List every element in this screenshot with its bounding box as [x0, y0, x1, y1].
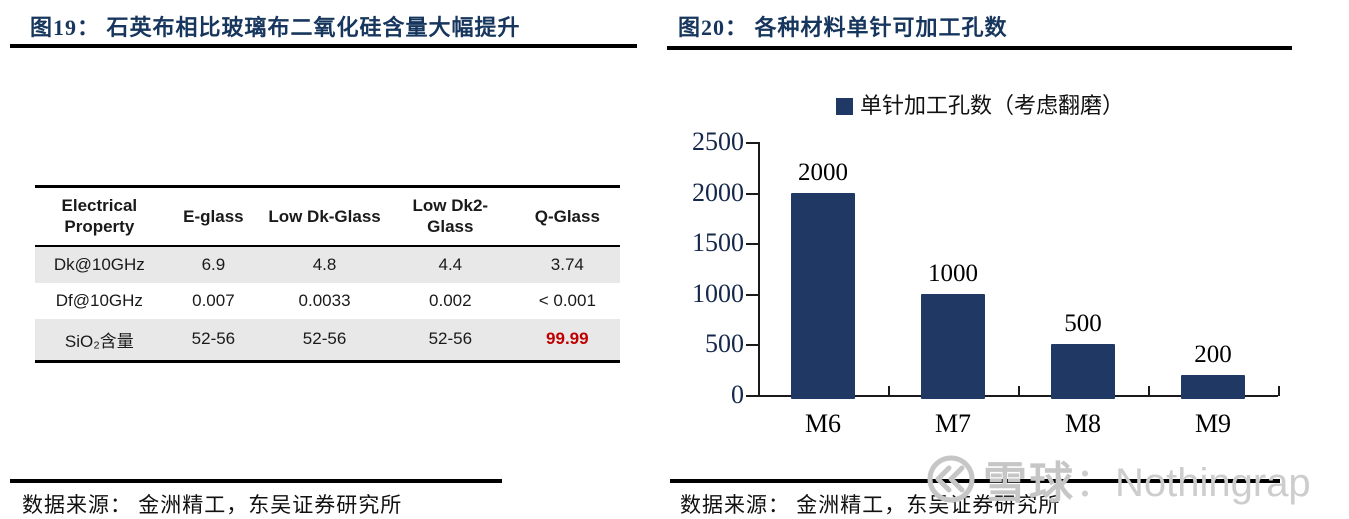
- cell-dk-qglass: 3.74: [550, 254, 584, 274]
- bar-value-label: 500: [1064, 310, 1102, 338]
- legend-label: 单针加工孔数（考虑翻磨）: [859, 93, 1124, 118]
- watermark-brand: 雪球: [983, 459, 1075, 508]
- bar-chart: 0 500 1000 1500 2000 2500 2000 M6 1000 M7 500 M8 200…: [670, 125, 1330, 455]
- figure20-source-rule: [670, 479, 1280, 483]
- bar-value-label: 200: [1194, 340, 1232, 368]
- bar-M6: [791, 192, 855, 399]
- y-tick-mark: [746, 395, 758, 397]
- y-tick-mark: [746, 293, 758, 296]
- x-axis-label: M7: [934, 409, 972, 438]
- table-row-df: Df@10GHz 0.007 0.0033 0.002 < 0.001: [35, 283, 620, 319]
- cell-df-lowdk: 0.0033: [298, 290, 351, 310]
- y-tick-label: 2000: [692, 177, 744, 207]
- figure19-title: 图19： 石英布相比玻璃布二氧化硅含量大幅提升: [30, 15, 521, 40]
- y-tick-label: 1500: [692, 228, 744, 258]
- figure20-title: 图20： 各种材料单针可加工孔数: [678, 15, 1008, 40]
- cell-df-label: Df@10GHz: [55, 290, 143, 310]
- cell-dk-label: Dk@10GHz: [53, 254, 145, 274]
- col-header-low-dk2-glass: Low Dk2-Glass: [385, 186, 515, 247]
- bar-M7: [921, 293, 985, 399]
- col-header-low-dk-glass: Low Dk-Glass: [263, 186, 386, 247]
- y-tick-label: 1000: [692, 278, 744, 308]
- y-tick-label: 500: [705, 329, 744, 359]
- watermark: 雪球 ：Nothingrap: [925, 450, 1311, 508]
- col-header-q-glass: Q-Glass: [514, 186, 620, 247]
- col-header-electrical-property: Electrical Property: [35, 186, 164, 247]
- y-tick-label: 0: [731, 380, 744, 409]
- cell-df-lowdk2: 0.002: [429, 290, 472, 310]
- bar-value-label: 1000: [928, 259, 978, 287]
- figure19-title-rule: [10, 44, 637, 48]
- y-tick-mark: [746, 344, 758, 347]
- xueqiu-logo-icon: [927, 455, 975, 503]
- table-header-row: Electrical Property E-glass Low Dk-Glass…: [35, 186, 620, 247]
- cell-df-eglass: 0.007: [192, 290, 235, 310]
- cell-sio2-lowdk2: 52-56: [428, 329, 473, 348]
- figure19-source: 数据来源： 金洲精工，东吴证券研究所: [22, 493, 403, 517]
- y-tick-mark: [746, 142, 758, 144]
- table-row-sio2: SiO₂含量 52-56 52-56 52-56 99.99: [35, 318, 620, 361]
- cell-sio2-lowdk: 52-56: [302, 329, 347, 348]
- y-tick-mark: [746, 192, 758, 195]
- chart-legend: 单针加工孔数（考虑翻磨）: [700, 88, 1260, 120]
- y-tick-mark: [746, 243, 758, 246]
- cell-dk-lowdk: 4.8: [312, 254, 337, 274]
- cell-dk-lowdk2: 4.4: [438, 254, 463, 274]
- y-tick-label: 2500: [692, 127, 744, 156]
- cell-df-qglass: < 0.001: [538, 290, 596, 310]
- cell-dk-eglass: 6.9: [201, 254, 226, 274]
- category-boundary-tick: [1278, 386, 1280, 396]
- cell-sio2-qglass-highlight: 99.99: [546, 329, 589, 348]
- cell-sio2-label: SiO₂含量: [64, 331, 134, 351]
- x-axis-line: [758, 395, 1278, 397]
- category-boundary-tick: [888, 386, 890, 396]
- category-boundary-tick: [1018, 386, 1020, 396]
- cell-sio2-eglass: 52-56: [191, 329, 236, 348]
- category-boundary-tick: [758, 386, 760, 396]
- figure20-title-rule: [667, 46, 1292, 50]
- x-axis-label: M9: [1194, 409, 1232, 438]
- figure20-source: 数据来源： 金洲精工，东吴证券研究所: [680, 493, 1061, 517]
- watermark-name: ：Nothingrap: [1075, 461, 1311, 505]
- bar-M9: [1181, 374, 1245, 399]
- category-boundary-tick: [1148, 386, 1150, 396]
- electrical-property-table: Electrical Property E-glass Low Dk-Glass…: [35, 185, 620, 363]
- x-axis-label: M8: [1064, 409, 1102, 438]
- x-axis-label: M6: [804, 409, 842, 438]
- table-row-dk: Dk@10GHz 6.9 4.8 4.4 3.74: [35, 245, 620, 283]
- col-header-e-glass: E-glass: [163, 186, 264, 247]
- y-axis-line: [758, 142, 760, 397]
- bar-value-label: 2000: [798, 158, 848, 186]
- figure19-source-rule: [10, 479, 502, 483]
- legend-swatch-icon: [835, 98, 853, 115]
- bar-M8: [1051, 344, 1115, 399]
